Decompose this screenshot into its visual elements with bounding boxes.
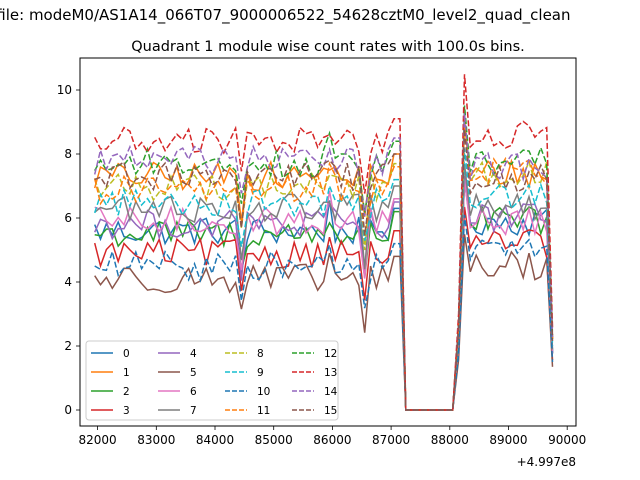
series-line-10 [94, 214, 554, 411]
legend-label-4: 4 [190, 348, 197, 360]
series-line-6 [94, 179, 554, 411]
legend-label-14: 14 [324, 386, 338, 398]
y-tick-label: 2 [64, 339, 72, 353]
series-line-13 [94, 74, 554, 411]
figure-suptitle: n file: modeM0/AS1A14_066T07_9000006522_… [0, 6, 571, 24]
y-tick-label: 0 [64, 403, 72, 417]
chart-title: Quadrant 1 module wise count rates with … [131, 39, 525, 55]
series-line-7 [94, 163, 554, 411]
legend-label-10: 10 [257, 386, 270, 398]
plot-lines [93, 74, 554, 411]
legend-label-3: 3 [123, 405, 130, 417]
series-line-5 [94, 234, 554, 411]
y-tick-label: 10 [57, 83, 72, 97]
x-axis: 82000 83000 84000 85000 86000 87000 88000 89000… [79, 426, 586, 447]
legend-label-5: 5 [190, 367, 197, 379]
legend-label-6: 6 [190, 386, 197, 398]
series-line-9 [93, 148, 554, 411]
series-line-12 [94, 105, 554, 411]
series-line-2 [94, 179, 554, 411]
x-offset-label: +4.997e8 [517, 455, 576, 469]
x-tick-label: 84000 [196, 433, 234, 447]
x-tick-label: 90000 [548, 433, 586, 447]
series-line-0 [94, 179, 554, 411]
x-tick-label: 88000 [431, 433, 469, 447]
y-tick-label: 4 [64, 275, 72, 289]
legend-label-9: 9 [257, 367, 264, 379]
series-line-3 [93, 206, 554, 411]
legend-label-11: 11 [257, 405, 270, 417]
legend-label-12: 12 [324, 348, 337, 360]
series-line-11 [93, 117, 554, 411]
plot-area-frame [79, 57, 577, 427]
x-tick-label: 86000 [313, 433, 351, 447]
x-tick-label: 83000 [137, 433, 175, 447]
x-tick-label: 89000 [489, 433, 527, 447]
legend-label-1: 1 [123, 367, 130, 379]
series-line-14 [93, 113, 554, 411]
legend-box [85, 340, 339, 421]
y-tick-label: 8 [64, 147, 72, 161]
y-axis: 0 2 4 6 8 10 [57, 83, 80, 417]
legend-label-0: 0 [123, 348, 130, 360]
legend-label-8: 8 [257, 348, 264, 360]
legend-label-15: 15 [324, 405, 337, 417]
x-tick-label: 85000 [255, 433, 293, 447]
x-tick-label: 87000 [372, 433, 410, 447]
legend-label-7: 7 [190, 405, 197, 417]
series-line-8 [93, 121, 554, 411]
y-tick-label: 6 [64, 211, 72, 225]
legend-label-2: 2 [123, 386, 130, 398]
x-tick-label: 82000 [79, 433, 117, 447]
legend-label-13: 13 [324, 367, 337, 379]
